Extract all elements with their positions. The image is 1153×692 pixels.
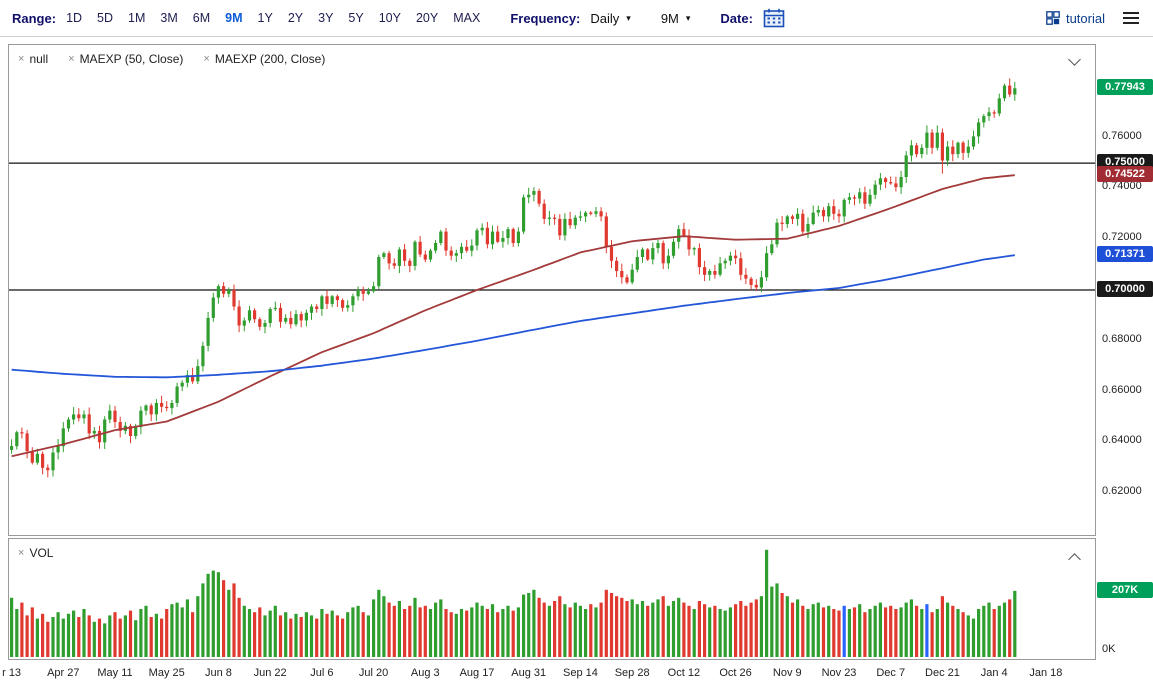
volume-legend-label: VOL — [29, 546, 54, 560]
date-tick-label: r 13 — [2, 667, 22, 679]
price-tick-label: 0.68000 — [1102, 332, 1142, 345]
price-panel-legend: × null × MAEXP (50, Close) × MAEXP (200, Clos… — [18, 52, 325, 66]
remove-indicator-icon[interactable]: × — [68, 53, 75, 65]
price-legend-label: MAEXP (200, Close) — [214, 52, 326, 66]
toolbar: Range: 1D 5D 1M 3M 6M 9M 1Y 2Y 3Y 5Y 10Y 20Y MAX Fre… — [0, 0, 1153, 37]
date-tick-label: May 25 — [148, 667, 185, 679]
price-badge: 0.77943 — [1097, 79, 1153, 96]
tutorial-icon — [1046, 11, 1060, 25]
volume-panel: × VOL — [8, 538, 1096, 660]
date-tick-label: Dec 21 — [925, 667, 960, 679]
price-tick-label: 0.76000 — [1102, 129, 1142, 142]
hamburger-icon — [1123, 12, 1139, 14]
date-label: Date: — [720, 10, 753, 26]
range-option-5d[interactable]: 5D — [97, 11, 114, 25]
date-tick-label: Nov 9 — [772, 667, 802, 679]
price-tick-label: 0.74000 — [1102, 180, 1142, 193]
date-tick-label: Sep 28 — [614, 667, 650, 679]
date-tick-label: Jun 22 — [253, 667, 287, 679]
price-legend-label: null — [29, 52, 49, 66]
frequency-label: Frequency: — [510, 10, 581, 26]
volume-badge: 207K — [1097, 581, 1153, 598]
range-selector: 1D 5D 1M 3M 6M 9M 1Y 2Y 3Y 5Y 10Y 20Y MAX — [66, 11, 480, 25]
range-option-1m[interactable]: 1M — [128, 11, 146, 25]
price-tick-label: 0.62000 — [1102, 485, 1142, 498]
frequency-dropdown[interactable]: Daily ▾ — [590, 11, 630, 26]
price-legend-label: MAEXP (50, Close) — [79, 52, 184, 66]
price-legend-item: × null — [18, 52, 48, 66]
volume-zero-label: 0K — [1102, 643, 1116, 655]
date-tick-label: Dec 7 — [876, 667, 906, 679]
price-badge: 0.75000 — [1097, 154, 1153, 171]
date-tick-label: Jun 8 — [204, 667, 232, 679]
price-legend-item: × MAEXP (50, Close) — [68, 52, 183, 66]
range-option-1y[interactable]: 1Y — [257, 11, 273, 25]
price-chart-panel: × null × MAEXP (50, Close) × MAEXP (200, Clos… — [8, 44, 1096, 536]
volume-legend-item: × VOL — [18, 546, 53, 560]
range-option-max[interactable]: MAX — [453, 11, 481, 25]
price-tick-label: 0.66000 — [1102, 383, 1142, 396]
volume-panel-legend: × VOL — [18, 546, 53, 560]
calendar-button[interactable] — [763, 8, 785, 28]
range-option-10y[interactable]: 10Y — [378, 11, 401, 25]
menu-button[interactable] — [1121, 10, 1141, 26]
date-tick-label: Apr 27 — [47, 667, 80, 679]
remove-indicator-icon[interactable]: × — [203, 53, 210, 65]
frequency-value: Daily — [590, 10, 620, 26]
date-tick-label: Aug 17 — [459, 667, 495, 679]
range-option-9m[interactable]: 9M — [225, 11, 243, 25]
date-tick-label: Jan 18 — [1029, 667, 1063, 679]
date-tick-label: Aug 3 — [410, 667, 440, 679]
remove-indicator-icon[interactable]: × — [18, 547, 25, 559]
tutorial-link[interactable]: tutorial — [1046, 11, 1105, 26]
date-tick-label: Nov 23 — [821, 667, 857, 679]
chevron-down-icon: ▾ — [685, 12, 691, 23]
period-value: 9M — [660, 10, 679, 26]
remove-indicator-icon[interactable]: × — [18, 53, 25, 65]
date-tick-label: May 11 — [97, 667, 133, 679]
calendar-icon — [763, 8, 785, 28]
date-tick-label: Oct 26 — [719, 667, 752, 679]
range-option-20y[interactable]: 20Y — [415, 11, 439, 25]
price-legend-item: × MAEXP (200, Close) — [203, 52, 325, 66]
date-tick-label: Oct 12 — [667, 667, 701, 679]
price-tick-label: 0.72000 — [1102, 231, 1142, 244]
range-option-3y[interactable]: 3Y — [318, 11, 334, 25]
period-dropdown[interactable]: 9M ▾ — [661, 11, 691, 26]
range-label: Range: — [12, 10, 57, 26]
price-badge: 0.70000 — [1097, 281, 1153, 297]
date-tick-label: Jul 6 — [310, 667, 334, 679]
tutorial-label: tutorial — [1065, 10, 1105, 26]
date-tick-label: Aug 31 — [511, 667, 547, 679]
range-option-3m[interactable]: 3M — [160, 11, 178, 25]
range-option-5y[interactable]: 5Y — [348, 11, 364, 25]
price-badge: 0.71371 — [1097, 246, 1153, 263]
price-tick-label: 0.64000 — [1102, 434, 1142, 447]
price-chart-canvas[interactable] — [9, 45, 1095, 535]
range-option-2y[interactable]: 2Y — [287, 11, 304, 25]
range-option-6m[interactable]: 6M — [192, 11, 211, 25]
range-option-1d[interactable]: 1D — [66, 11, 83, 25]
date-tick-label: Jul 20 — [358, 667, 389, 679]
date-tick-label: Jan 4 — [980, 667, 1008, 679]
date-tick-label: Sep 14 — [563, 667, 598, 679]
price-badge: 0.74522 — [1097, 166, 1153, 183]
volume-canvas[interactable] — [9, 539, 1095, 659]
chevron-down-icon: ▾ — [626, 12, 631, 23]
